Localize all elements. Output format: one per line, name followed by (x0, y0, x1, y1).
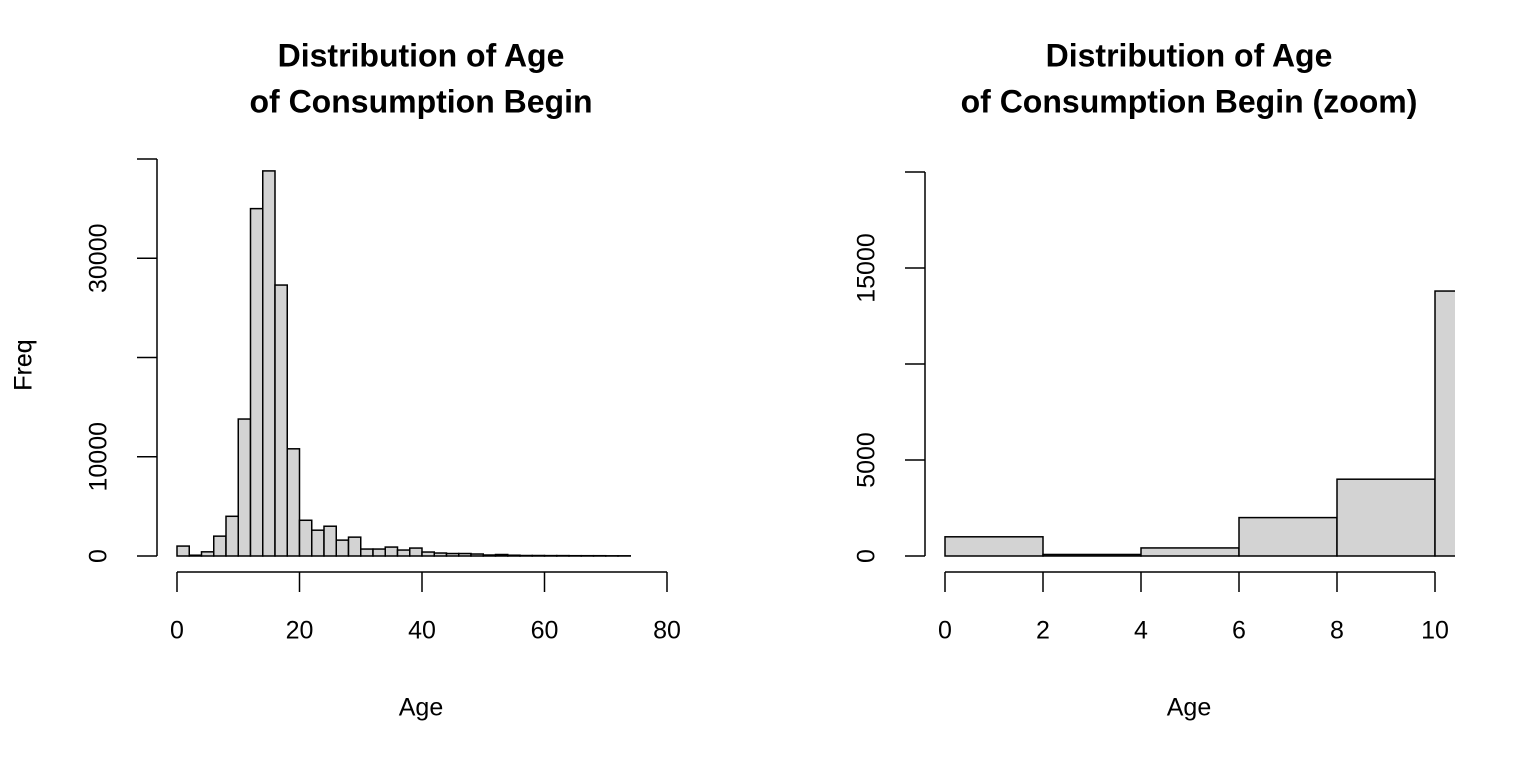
bar (507, 554, 521, 557)
bar (421, 551, 435, 557)
y-tick-label: 5000 (853, 432, 881, 488)
x-tick-label: 0 (170, 617, 184, 645)
bar (1140, 547, 1240, 557)
y-axis-label: Freq (10, 339, 38, 390)
x-axis-label: Age (399, 694, 443, 722)
x-tick-label: 4 (1134, 617, 1148, 645)
bar (944, 536, 1044, 557)
bar (286, 448, 301, 557)
x-tick-label: 2 (1036, 617, 1050, 645)
bar (335, 539, 350, 557)
x-tick-label: 6 (1232, 617, 1246, 645)
bar (1238, 516, 1338, 557)
bar (225, 515, 239, 557)
bar (262, 170, 276, 557)
x-tick-label: 8 (1330, 617, 1344, 645)
plot (176, 170, 631, 557)
bar (445, 552, 460, 557)
bar (176, 545, 190, 557)
bar (409, 547, 423, 557)
x-tick-label: 40 (408, 617, 436, 645)
x-axis-label: Age (1167, 694, 1211, 722)
chart-title: Distribution of Age (1046, 37, 1333, 73)
y-axis-label: Freq (10, 339, 38, 390)
bar (494, 553, 509, 557)
bar (298, 519, 313, 557)
bar (372, 548, 386, 557)
x-tick-label: 60 (531, 617, 559, 645)
y-tick-label: 10000 (85, 422, 113, 492)
chart-title: of Consumption Begin (zoom) (961, 83, 1418, 119)
bar (311, 529, 325, 557)
bar (1336, 478, 1436, 557)
bar (433, 552, 448, 557)
bar (396, 549, 411, 557)
x-tick-label: 0 (938, 617, 952, 645)
y-tick-label: 30000 (85, 223, 113, 293)
bar (1434, 290, 1455, 557)
y-tick-label: 0 (85, 549, 113, 563)
bar (200, 551, 215, 557)
bar (213, 535, 227, 557)
x-tick-label: 10 (1421, 617, 1449, 645)
x-tick-label: 80 (653, 617, 681, 645)
bar (482, 554, 497, 557)
bar (360, 548, 374, 557)
x-tick-label: 20 (286, 617, 314, 645)
bar (384, 546, 399, 557)
chart-title: Distribution of Age (278, 37, 565, 73)
bar (188, 554, 203, 557)
plot (944, 290, 1455, 557)
bar (470, 553, 484, 557)
bar (249, 207, 264, 557)
chart-title: of Consumption Begin (249, 83, 592, 119)
y-tick-label: 0 (853, 549, 881, 563)
bar (347, 536, 362, 557)
y-tick-label: 15000 (853, 233, 881, 303)
bar (237, 418, 252, 557)
bar (323, 525, 337, 557)
bar (1042, 553, 1142, 557)
bar (274, 284, 288, 557)
bar (458, 552, 472, 557)
